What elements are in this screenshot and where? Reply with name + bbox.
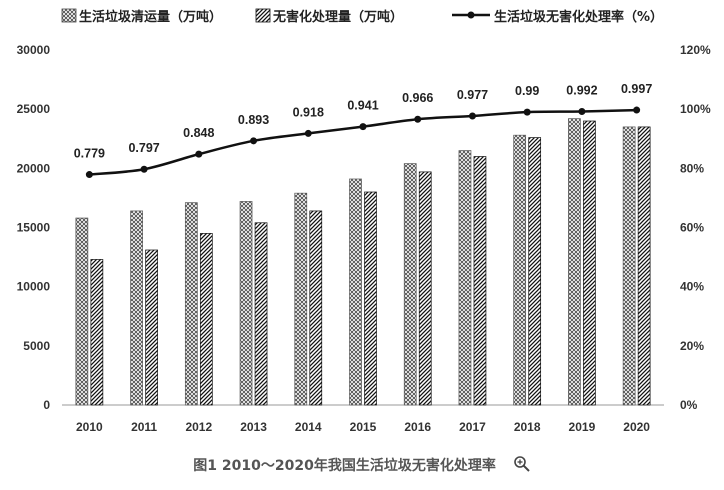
rate-data-label: 0.779	[74, 147, 105, 161]
x-tick-label: 2019	[569, 420, 596, 434]
rate-line	[89, 108, 637, 176]
rate-data-label: 0.99	[515, 84, 539, 98]
rate-data-label: 0.918	[293, 105, 324, 119]
y-right-tick-label: 80%	[680, 161, 704, 175]
figure-caption: 图1 2010～2020年我国生活垃圾无害化处理率	[0, 455, 724, 477]
y-right-tick-label: 0%	[680, 398, 698, 412]
rate-point	[414, 115, 422, 123]
bar-treated	[418, 171, 432, 406]
legend-label-treated: 无害化处理量（万吨）	[272, 9, 403, 25]
axes: 0 5000 10000 15000 20000 25000 30000 0% 20% 40% 60…	[17, 43, 711, 434]
bar-treated	[145, 249, 158, 406]
bar-treated	[364, 191, 377, 406]
x-tick-label: 2015	[350, 420, 377, 434]
rate-point	[523, 108, 531, 116]
bar-treated	[90, 259, 104, 406]
rate-data-label: 0.941	[347, 99, 378, 113]
rate-point	[140, 165, 148, 173]
rate-data-label: 0.992	[566, 84, 597, 98]
x-tick-label: 2012	[185, 420, 212, 434]
rate-point	[633, 106, 641, 114]
rate-data-label: 0.977	[457, 88, 488, 102]
bar-collected	[622, 126, 636, 406]
legend-swatch-collected	[61, 8, 77, 23]
y-left-tick-label: 5000	[23, 339, 50, 353]
bar-treated	[309, 210, 323, 406]
rate-point	[85, 171, 93, 179]
bar-treated	[254, 222, 268, 406]
y-left-tick-label: 30000	[17, 43, 51, 57]
bar-collected	[349, 178, 362, 406]
y-left-tick-label: 15000	[17, 221, 51, 235]
bars	[75, 118, 651, 406]
y-left-tick-label: 10000	[17, 280, 51, 294]
rate-point	[359, 123, 367, 131]
y-left-tick-label: 25000	[17, 102, 51, 116]
y-right-tick-label: 120%	[680, 43, 711, 57]
bar-collected	[458, 150, 472, 406]
bar-treated	[637, 126, 651, 406]
rate-data-label: 0.848	[183, 126, 214, 140]
bar-treated	[583, 120, 596, 406]
y-right-tick-label: 20%	[680, 339, 704, 353]
rate-point	[250, 137, 258, 145]
legend: 生活垃圾清运量（万吨） 无害化处理量（万吨） 生活垃圾无害化处理率（%）	[61, 8, 663, 25]
legend-marker-rate	[467, 11, 475, 19]
legend-label-rate: 生活垃圾无害化处理率（%）	[494, 9, 663, 25]
x-tick-label: 2014	[295, 420, 322, 434]
bar-collected	[294, 192, 308, 406]
bar-collected	[75, 217, 89, 406]
bar-collected	[130, 210, 143, 406]
bar-treated	[528, 137, 542, 406]
rate-point	[468, 112, 476, 120]
rate-point	[578, 108, 586, 116]
x-tick-label: 2016	[404, 420, 431, 434]
legend-swatch-treated	[255, 8, 271, 23]
legend-label-collected: 生活垃圾清运量（万吨）	[79, 9, 222, 25]
x-tick-label: 2013	[240, 420, 267, 434]
bar-collected	[184, 202, 198, 406]
x-tick-label: 2011	[131, 420, 157, 434]
rate-data-label: 0.797	[128, 141, 159, 155]
rate-point	[304, 129, 312, 137]
x-tick-label: 2017	[459, 420, 486, 434]
y-right-tick-label: 40%	[680, 280, 704, 294]
zoom-in-icon[interactable]	[513, 455, 531, 477]
rate-data-label: 0.966	[402, 91, 433, 105]
rate-data-label: 0.997	[621, 82, 652, 96]
rate-point	[195, 150, 203, 158]
y-right-tick-label: 100%	[680, 102, 711, 116]
bar-collected	[403, 163, 417, 406]
bar-treated	[199, 233, 213, 406]
y-left-tick-label: 20000	[17, 161, 51, 175]
bar-collected	[568, 118, 581, 406]
bar-treated	[473, 156, 487, 406]
rate-data-label: 0.893	[238, 113, 269, 127]
x-tick-label: 2020	[623, 420, 650, 434]
rate-line-layer: 0.779 0.797 0.848 0.893 0.918 0.941 0.966 0.977…	[74, 82, 652, 179]
y-right-tick-label: 60%	[680, 221, 704, 235]
x-tick-label: 2018	[514, 420, 541, 434]
caption-text: 图1 2010～2020年我国生活垃圾无害化处理率	[193, 458, 496, 474]
bar-collected	[513, 134, 527, 406]
x-tick-label: 2010	[76, 420, 103, 434]
y-left-tick-label: 0	[43, 398, 50, 412]
bar-collected	[239, 201, 253, 406]
